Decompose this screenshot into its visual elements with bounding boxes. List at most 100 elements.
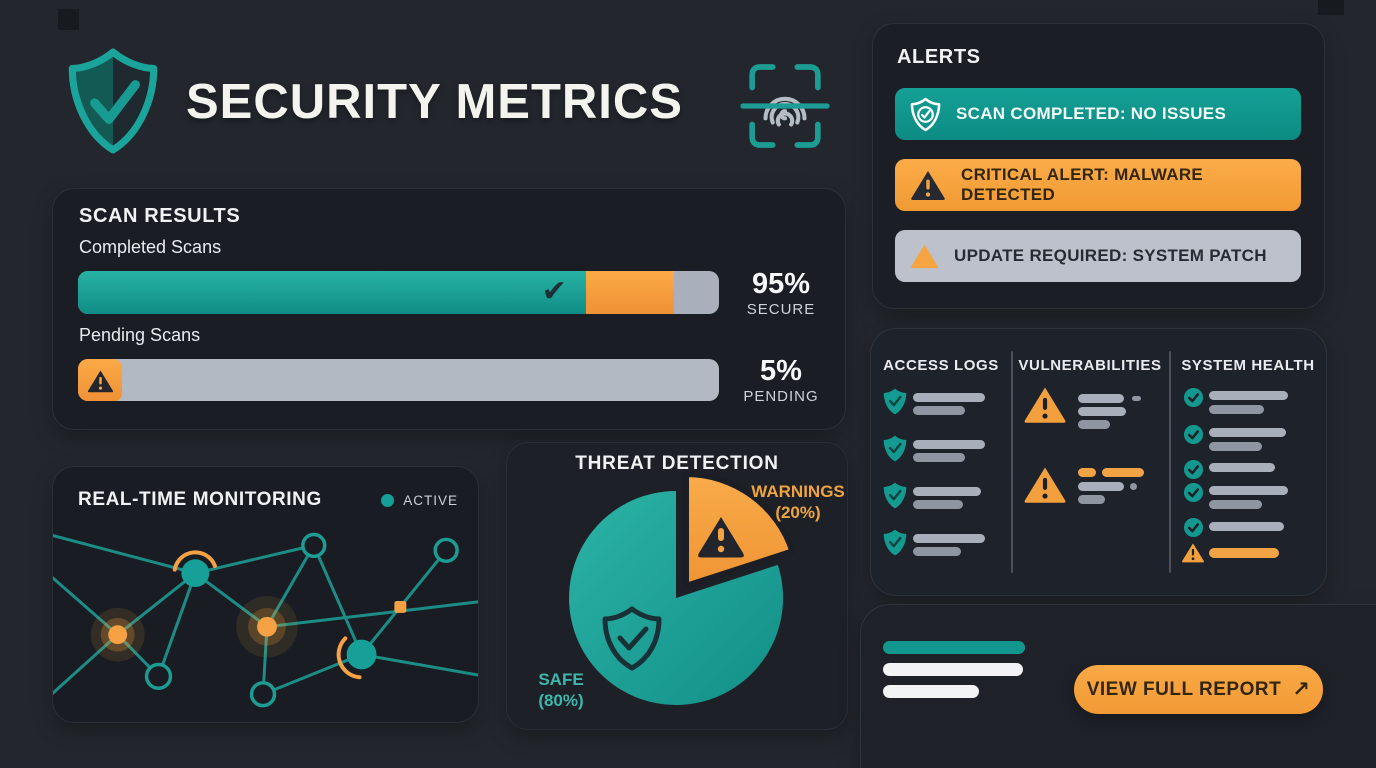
log-entry-line: [913, 406, 965, 415]
shield-check-icon: [882, 481, 908, 515]
warnings-callout: WARNINGS (20%): [747, 481, 849, 523]
shield-check-icon: [882, 528, 908, 562]
health-line: [1209, 391, 1288, 400]
secure-metric: 95% SECURE: [727, 269, 835, 318]
health-line: [1209, 463, 1275, 472]
health-line: [1209, 442, 1262, 451]
page-title: SECURITY METRICS: [186, 75, 683, 129]
shield-check-icon: [882, 434, 908, 468]
monitoring-title: REAL-TIME MONITORING: [78, 489, 322, 510]
vulnerability-line: [1132, 396, 1141, 401]
health-alert-line: [1209, 548, 1279, 558]
warning-triangle-icon: [910, 169, 946, 201]
column-divider: [1169, 351, 1171, 573]
view-full-report-button[interactable]: VIEW FULL REPORT ↗: [1074, 665, 1323, 714]
check-circle-icon: [1183, 459, 1204, 485]
vulnerability-line: [1078, 468, 1096, 477]
alert-label: CRITICAL ALERT: MALWARE DETECTED: [961, 165, 1204, 204]
column-header-system-health: SYSTEM HEALTH: [1181, 357, 1315, 374]
summary-line-teal: [883, 641, 1025, 654]
shield-check-logo-icon: [64, 46, 162, 158]
safe-value: (80%): [538, 691, 584, 710]
column-header-access-logs: ACCESS LOGS: [883, 357, 999, 374]
health-line: [1209, 500, 1262, 509]
alert-scan-completed[interactable]: SCAN COMPLETED: NO ISSUES: [895, 88, 1301, 140]
vulnerability-line: [1078, 495, 1105, 504]
warning-triangle-icon: [1023, 385, 1067, 429]
pending-scans-label: Pending Scans: [79, 325, 201, 345]
completed-scans-progressbar: ✔: [78, 271, 719, 314]
log-entry-line: [913, 487, 981, 496]
alert-critical-malware[interactable]: CRITICAL ALERT: MALWARE DETECTED: [895, 159, 1301, 211]
warning-triangle-icon: [1181, 542, 1205, 568]
safe-callout: SAFE (80%): [523, 669, 599, 711]
health-line: [1209, 405, 1264, 414]
safe-label: SAFE: [538, 670, 584, 689]
log-entry-line: [913, 453, 965, 462]
active-status-label: ACTIVE: [403, 493, 458, 508]
scan-results-panel: SCAN RESULTS Completed Scans ✔ 95% SECUR…: [52, 188, 846, 430]
vulnerability-line: [1078, 482, 1124, 491]
secure-caption: SECURE: [746, 301, 816, 318]
threat-detection-title: THREAT DETECTION: [575, 453, 779, 474]
shield-check-icon: [882, 387, 908, 421]
health-line: [1209, 486, 1288, 495]
status-columns-panel: ACCESS LOGS VULNERABILITIES SYSTEM HEALT…: [870, 328, 1327, 596]
log-entry-line: [913, 500, 963, 509]
threat-detection-panel: THREAT DETECTION: [506, 442, 848, 730]
log-entry-line: [913, 547, 961, 556]
log-entry-line: [913, 393, 985, 402]
progress-warning-segment: [585, 271, 675, 314]
report-panel: VIEW FULL REPORT ↗: [860, 604, 1376, 768]
check-circle-icon: [1183, 424, 1204, 450]
check-icon: ✔: [541, 275, 567, 308]
log-entry-line: [913, 534, 985, 543]
alert-label: UPDATE REQUIRED: SYSTEM PATCH: [954, 246, 1267, 265]
check-circle-icon: [1183, 387, 1204, 413]
threat-detection-pie-chart: [569, 471, 796, 705]
pending-percent-value: 5%: [760, 355, 802, 387]
pending-caption: PENDING: [743, 388, 819, 405]
summary-line: [883, 685, 979, 698]
completed-scans-label: Completed Scans: [79, 237, 222, 257]
arrow-up-right-icon: ↗: [1292, 678, 1311, 701]
warning-triangle-icon: [87, 370, 113, 392]
scan-results-title: SCAN RESULTS: [79, 205, 241, 227]
warnings-label: WARNINGS: [751, 482, 845, 501]
vulnerability-line: [1102, 468, 1144, 477]
warning-triangle-icon: [1023, 465, 1067, 509]
vulnerability-line: [1078, 420, 1110, 429]
shield-check-icon: [910, 97, 941, 132]
alert-label: SCAN COMPLETED: NO ISSUES: [956, 104, 1227, 123]
summary-line: [883, 663, 1023, 676]
shield-check-icon: [602, 606, 662, 671]
check-circle-icon: [1183, 517, 1204, 543]
pie-slice-warnings: [683, 471, 796, 589]
network-activity-graph: [53, 532, 478, 708]
vulnerability-dot: [1130, 483, 1137, 490]
warnings-value: (20%): [775, 503, 821, 522]
health-line: [1209, 428, 1286, 437]
warning-chip: [78, 359, 122, 401]
corner-artifact: [1318, 0, 1344, 15]
column-header-vulnerabilities: VULNERABILITIES: [1018, 357, 1162, 374]
vulnerability-line: [1078, 394, 1124, 403]
health-line: [1209, 522, 1284, 531]
vulnerability-line: [1078, 407, 1126, 416]
check-circle-icon: [1183, 482, 1204, 508]
active-status-dot-icon: [381, 494, 395, 507]
secure-percent-value: 95%: [751, 268, 811, 300]
log-entry-line: [913, 440, 985, 449]
pending-metric: 5% PENDING: [727, 356, 835, 405]
view-full-report-label: VIEW FULL REPORT: [1086, 678, 1282, 700]
alert-update-required[interactable]: UPDATE REQUIRED: SYSTEM PATCH: [895, 230, 1301, 282]
monitoring-status: ACTIVE: [381, 493, 458, 508]
pending-scans-progressbar: [78, 359, 719, 401]
column-divider: [1011, 351, 1013, 573]
alerts-title: ALERTS: [897, 46, 981, 68]
monitoring-panel: REAL-TIME MONITORING ACTIVE: [52, 466, 479, 723]
corner-artifact: [58, 9, 79, 30]
pie-slice-safe: [569, 491, 784, 705]
fingerprint-scan-icon: [740, 60, 830, 152]
